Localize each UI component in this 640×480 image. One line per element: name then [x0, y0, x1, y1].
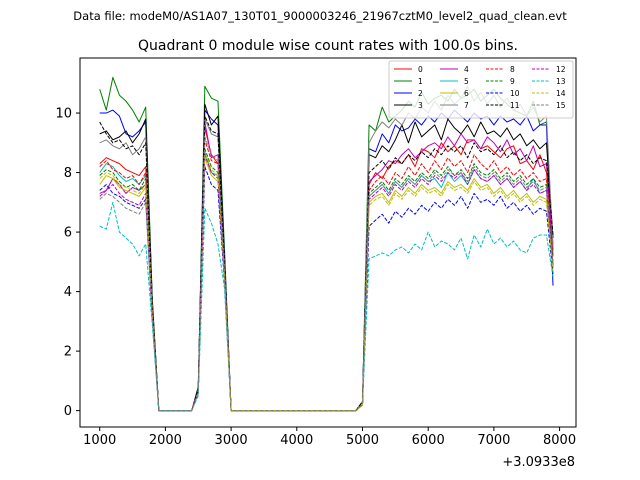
legend-box [388, 60, 574, 119]
legend-label-8: 8 [510, 65, 515, 74]
legend-label-9: 9 [510, 77, 515, 86]
x-axis-offset-label: +3.0933e8 [502, 455, 575, 470]
plot-frame [79, 57, 577, 428]
y-tick-label-6: 6 [64, 226, 72, 241]
legend-label-4: 4 [464, 65, 469, 74]
x-tick-label-5000: 5000 [346, 433, 379, 448]
x-tick-label-6000: 6000 [412, 433, 445, 448]
x-tick-label-4000: 4000 [280, 433, 313, 448]
x-tick-label-1000: 1000 [83, 433, 116, 448]
legend-label-15: 15 [556, 101, 566, 110]
chart-title: Quadrant 0 module wise count rates with … [138, 38, 518, 54]
legend-label-0: 0 [418, 65, 423, 74]
x-tick-label-8000: 8000 [543, 433, 576, 448]
data-file-suptitle: Data file: modeM0/AS1A07_130T01_90000032… [73, 9, 567, 23]
y-tick-label-10: 10 [55, 107, 72, 122]
series-line-15 [99, 136, 554, 412]
legend-label-11: 11 [510, 101, 520, 110]
legend-label-13: 13 [556, 77, 566, 86]
legend-label-12: 12 [556, 65, 566, 74]
plot-area [99, 76, 554, 412]
y-axis: 0 2 4 6 8 10 [55, 107, 80, 419]
x-tick-label-7000: 7000 [477, 433, 510, 448]
x-tick-label-2000: 2000 [149, 433, 182, 448]
legend-label-7: 7 [464, 101, 469, 110]
y-tick-label-2: 2 [64, 345, 72, 360]
legend-label-5: 5 [464, 77, 469, 86]
legend-label-6: 6 [464, 89, 469, 98]
legend-label-10: 10 [510, 89, 520, 98]
legend-label-14: 14 [556, 89, 566, 98]
y-tick-label-4: 4 [64, 285, 72, 300]
legend-label-1: 1 [418, 77, 423, 86]
y-tick-label-8: 8 [64, 166, 72, 181]
x-axis: 1000 2000 3000 4000 5000 6000 7000 8000 [83, 427, 576, 448]
y-tick-label-0: 0 [64, 404, 72, 419]
x-tick-label-3000: 3000 [215, 433, 248, 448]
legend-label-3: 3 [418, 101, 423, 110]
legend-label-2: 2 [418, 89, 423, 98]
